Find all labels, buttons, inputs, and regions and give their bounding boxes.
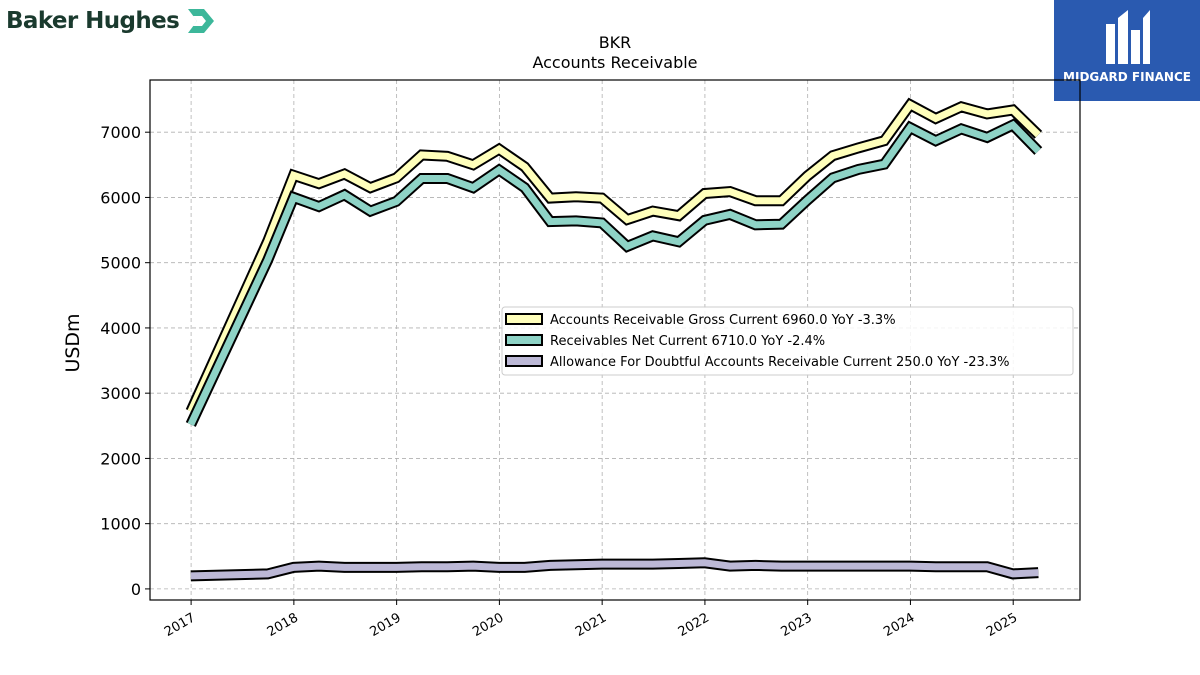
series-3-line bbox=[190, 559, 1039, 580]
midgard-monogram-icon bbox=[1106, 10, 1150, 64]
x-tick-label: 2017 bbox=[162, 610, 198, 640]
x-tick-label: 2018 bbox=[265, 610, 301, 640]
series-layer bbox=[185, 97, 1043, 582]
x-tick-label: 2019 bbox=[367, 610, 403, 640]
y-tick-label: 6000 bbox=[100, 188, 141, 207]
x-tick-label: 2023 bbox=[779, 610, 815, 640]
x-axis-ticks: 2017 2018 2019 2020 2021 2022 2023 2024 2025 bbox=[162, 600, 1020, 640]
plot-frame bbox=[149, 79, 1081, 601]
legend-swatch-2 bbox=[505, 334, 543, 346]
y-axis-ticks: 0 1000 2000 3000 4000 5000 6000 7000 bbox=[100, 123, 150, 599]
series-1-line bbox=[187, 100, 1041, 413]
x-tick-label: 2020 bbox=[470, 610, 506, 640]
baker-hughes-logo: Baker Hughes bbox=[6, 4, 217, 38]
y-tick-label: 0 bbox=[131, 580, 141, 599]
legend-box bbox=[501, 306, 1074, 376]
y-tick-label: 4000 bbox=[100, 319, 141, 338]
chart-subtitle: Accounts Receivable bbox=[532, 53, 697, 72]
legend-swatch-3 bbox=[505, 355, 543, 367]
midgard-finance-logo: MIDGARD FINANCE bbox=[1054, 0, 1200, 101]
baker-hughes-chevron-icon bbox=[188, 9, 215, 33]
y-tick-label: 3000 bbox=[100, 384, 141, 403]
series-2-line bbox=[187, 120, 1041, 426]
y-tick-label: 7000 bbox=[100, 123, 141, 142]
y-tick-label: 2000 bbox=[100, 449, 141, 468]
y-axis-label: USDm bbox=[62, 313, 84, 372]
legend-entry-1: Accounts Receivable Gross Current 6960.0… bbox=[550, 313, 896, 328]
partner-name: MIDGARD FINANCE bbox=[1063, 70, 1191, 84]
y-tick-label: 5000 bbox=[100, 254, 141, 273]
legend-entry-3: Allowance For Doubtful Accounts Receivab… bbox=[550, 355, 1010, 370]
x-tick-label: 2021 bbox=[573, 610, 609, 640]
chart-legend: Accounts Receivable Gross Current 6960.0… bbox=[501, 306, 1074, 376]
series-2-outline bbox=[185, 118, 1043, 427]
legend-swatch-1 bbox=[505, 313, 543, 325]
x-tick-label: 2024 bbox=[881, 610, 917, 640]
legend-entry-2: Receivables Net Current 6710.0 YoY -2.4% bbox=[550, 334, 825, 349]
y-tick-label: 1000 bbox=[100, 515, 141, 534]
x-tick-label: 2022 bbox=[676, 610, 712, 640]
chart-title: BKR bbox=[599, 33, 632, 52]
brand-name: Baker Hughes bbox=[6, 8, 180, 34]
x-tick-label: 2025 bbox=[984, 610, 1020, 640]
